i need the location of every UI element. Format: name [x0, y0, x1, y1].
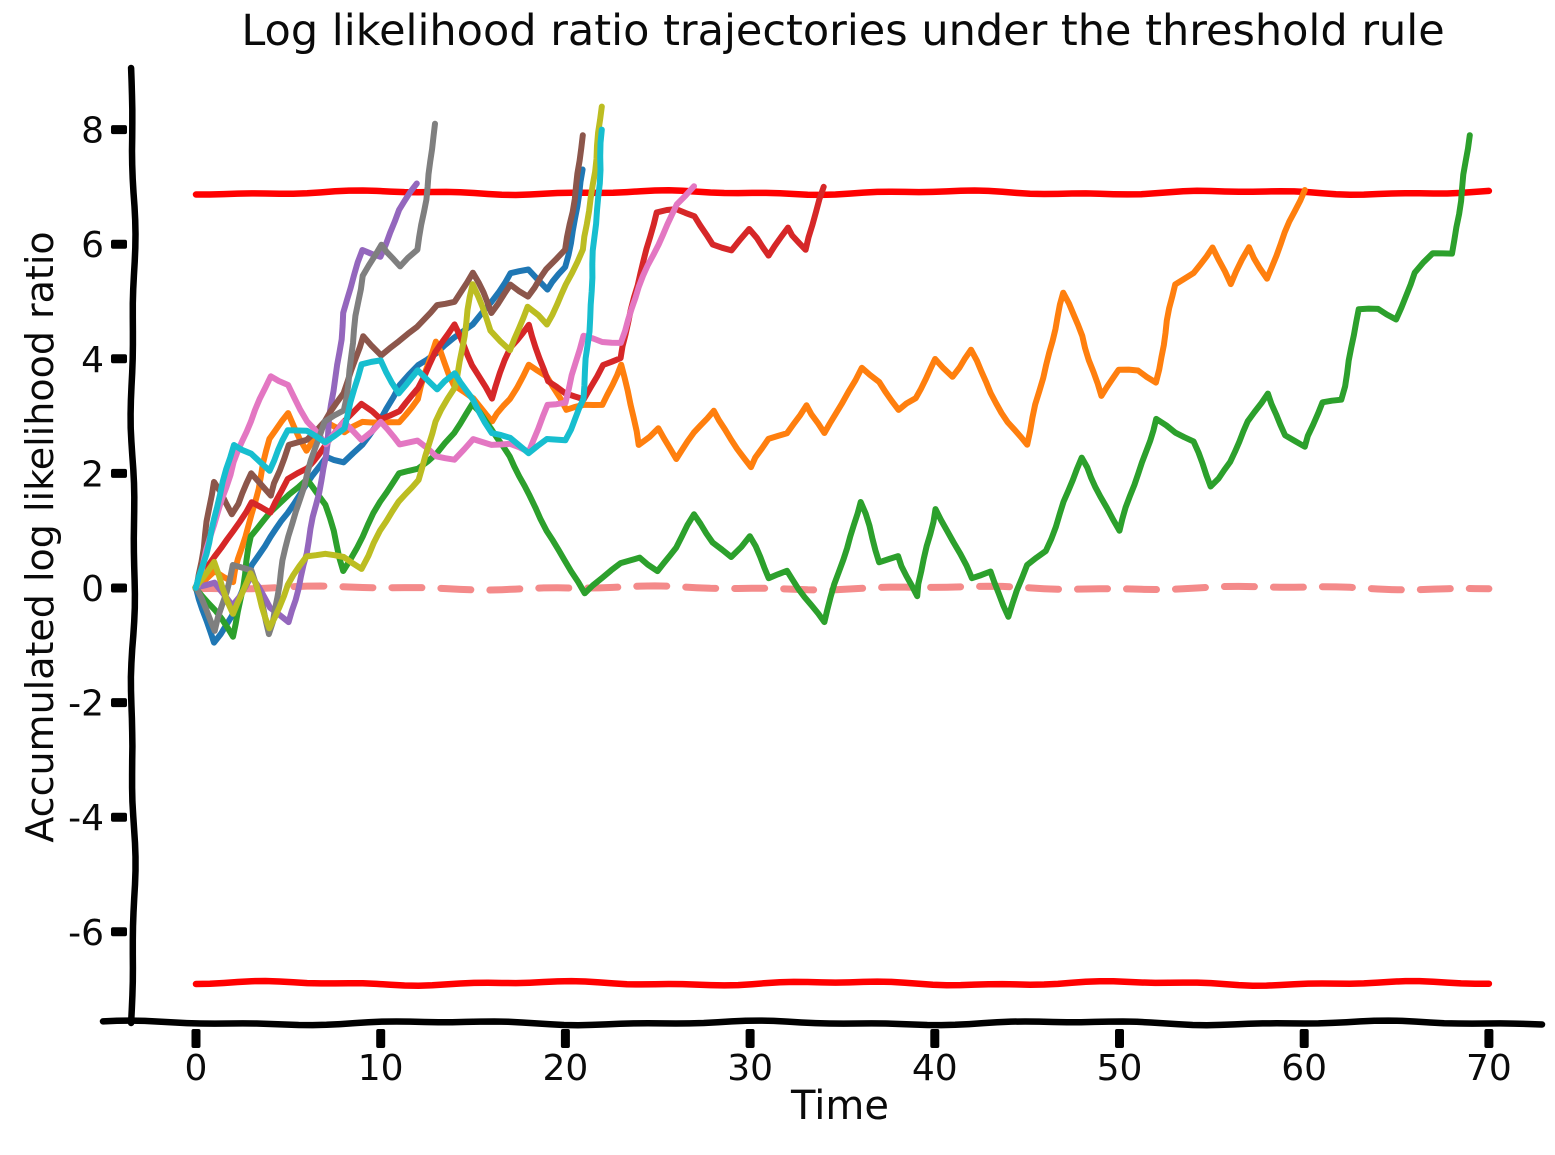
trajectory-red-line: [192, 183, 827, 591]
x-tick: [1115, 1029, 1124, 1048]
trajectory-brown-line: [193, 132, 586, 592]
x-tick: [1484, 1029, 1494, 1048]
x-axis-label: Time: [791, 1083, 889, 1129]
x-tick-label: 70: [1466, 1048, 1512, 1089]
y-axis-label: Accumulated log likelihood ratio: [18, 231, 62, 843]
x-tick-label: 0: [185, 1048, 208, 1089]
y-tick-label: 0: [81, 569, 104, 610]
y-tick-label: 2: [81, 454, 104, 495]
y-tick-label: 6: [81, 225, 104, 266]
x-tick: [376, 1029, 386, 1048]
lower-threshold-line: [192, 977, 1493, 990]
y-tick-label: -2: [68, 684, 104, 725]
y-tick: [111, 698, 127, 708]
trajectory-pink-line: [193, 183, 697, 592]
x-tick-label: 40: [912, 1048, 958, 1089]
x-tick-label: 50: [1097, 1048, 1143, 1089]
y-tick: [111, 239, 127, 249]
x-axis-spine: [99, 1017, 1546, 1029]
y-tick: [111, 468, 127, 478]
chart-title: Log likelihood ratio trajectories under …: [241, 6, 1445, 56]
y-axis-spine: [127, 64, 139, 1027]
x-tick: [560, 1029, 570, 1048]
x-tick: [930, 1029, 940, 1048]
trajectory-cyan-line: [192, 126, 605, 591]
zero-reference-line: [192, 582, 1493, 594]
y-tick-label: 4: [81, 340, 104, 381]
y-tick-label: -6: [68, 913, 104, 954]
x-tick: [191, 1029, 201, 1048]
y-tick: [111, 583, 127, 593]
y-tick: [111, 354, 127, 364]
y-tick: [111, 927, 127, 937]
x-tick-label: 10: [358, 1048, 404, 1089]
x-tick: [745, 1029, 755, 1048]
y-tick: [111, 812, 127, 822]
trajectory-olive-line: [192, 103, 605, 632]
y-tick-label: -4: [68, 798, 104, 839]
x-tick-label: 60: [1281, 1048, 1327, 1089]
trajectory-green-line: [192, 132, 1473, 640]
x-tick: [1299, 1029, 1309, 1048]
upper-threshold-line: [192, 186, 1493, 199]
trajectory-orange-line: [193, 187, 1308, 592]
y-tick: [111, 125, 127, 135]
x-tick-label: 20: [542, 1048, 588, 1089]
x-tick-label: 30: [727, 1048, 773, 1089]
y-tick-label: 8: [81, 111, 104, 152]
